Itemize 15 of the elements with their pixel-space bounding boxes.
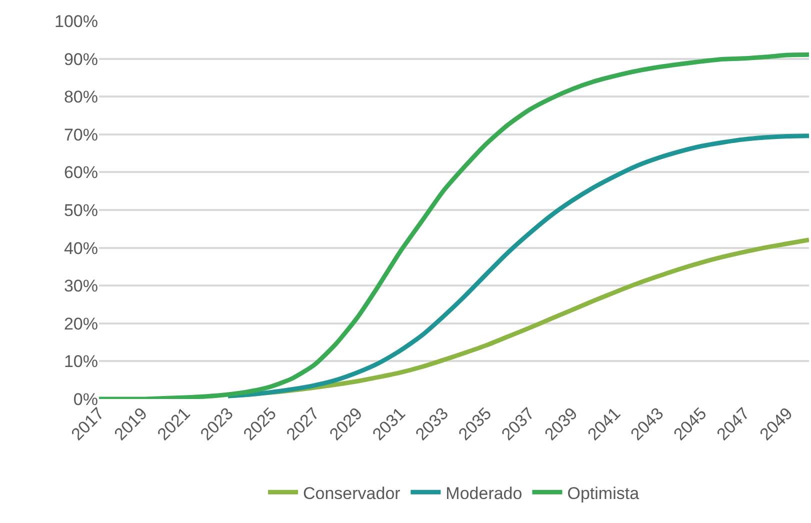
legend-label: Moderado [446,484,522,503]
line-series [226,134,809,398]
y-tick-label: 20% [64,314,98,334]
y-tick-label: 10% [64,352,98,372]
line-series [99,52,809,399]
y-tick-label: 70% [64,125,98,144]
y-tick-label: 90% [64,50,98,69]
y-tick-label: 50% [64,200,98,220]
y-tick-label: 80% [64,88,98,107]
y-tick-label: 100% [54,12,98,31]
y-tick-label: 30% [64,276,98,296]
y-tick-label: 60% [64,163,98,182]
y-tick-label: 40% [64,238,98,258]
legend-label: Conservador [303,484,401,503]
legend-label: Optimista [567,484,640,503]
